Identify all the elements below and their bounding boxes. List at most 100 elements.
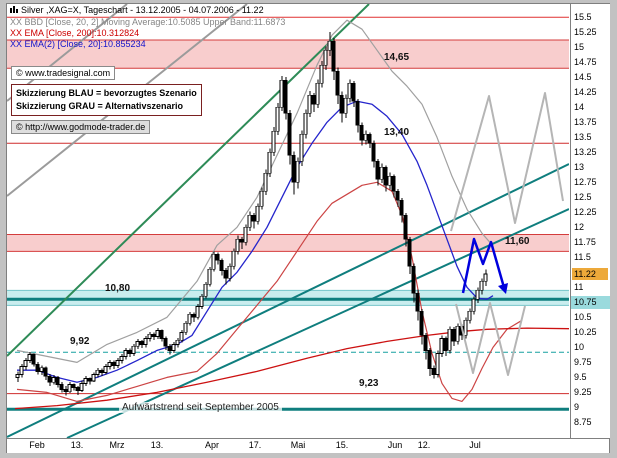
candle-body [103, 366, 108, 373]
candle-body [415, 292, 420, 312]
blue_scenario-arrowhead [498, 283, 508, 294]
candle-body [111, 362, 116, 366]
candle-body [311, 94, 316, 105]
candle-body [387, 175, 392, 186]
candle-body [179, 332, 184, 341]
candle-body [63, 389, 68, 393]
candle-body [371, 142, 376, 162]
ema200-line [14, 327, 569, 410]
candle-body [307, 94, 312, 114]
candle-body [59, 384, 64, 390]
indicator-ema200-row[interactable]: XX EMA [Close, 200]:10.312824 [10, 28, 140, 38]
candle-body [227, 265, 232, 279]
candle-body [447, 328, 452, 351]
chart-plot-area[interactable]: Silver ,XAG=X, Tageschart - 13.12.2005 -… [7, 4, 569, 438]
y-axis[interactable]: 15.5 15.25 15 14.75 14.5 14.25 14 13.75 13.5 13.2… [570, 4, 610, 438]
candle-body [95, 369, 100, 375]
candle-body [183, 322, 188, 333]
x-axis-label: 13. [70, 440, 84, 450]
candle-body [55, 377, 60, 385]
chart-legend: Silver ,XAG=X, Tageschart - 13.12.2005 -… [10, 5, 285, 50]
candle-body [31, 354, 36, 365]
bollinger_lower-line [16, 181, 523, 402]
current-price-badge: 11.22 [572, 268, 608, 280]
y-axis-label: 10.75 [574, 297, 597, 307]
candle-body [423, 335, 428, 351]
y-axis-label: 13.25 [574, 147, 597, 157]
candle-body [187, 313, 192, 324]
trendline-label: Aufwärtstrend seit September 2005 [119, 402, 282, 413]
candlestick-series [15, 32, 488, 396]
y-axis-label: 10.5 [574, 312, 592, 322]
candle-body [339, 94, 344, 114]
candle-body [335, 70, 340, 96]
candle-body [243, 226, 248, 243]
price-level-label: 13,40 [384, 127, 410, 138]
scenario-annotation-box: Skizzierung BLAU = bevorzugtes Szenario … [11, 84, 202, 116]
candle-body [35, 363, 40, 372]
candle-body [123, 350, 128, 357]
godmode-watermark: © http://www.godmode-trader.de [11, 120, 151, 134]
candle-body [379, 166, 384, 180]
candle-body [319, 64, 324, 84]
candle-body [75, 387, 80, 391]
candle-body [27, 354, 32, 361]
candle-body [83, 378, 88, 384]
candle-body [383, 166, 388, 186]
candle-body [167, 345, 172, 351]
chart-title-row: Silver ,XAG=X, Tageschart - 13.12.2005 -… [10, 5, 285, 17]
trendline [7, 163, 569, 438]
candle-body [467, 310, 472, 321]
candle-body [119, 356, 124, 361]
candle-body [163, 338, 168, 347]
candle-body [203, 283, 208, 297]
candle-body [315, 82, 320, 105]
candle-body [287, 112, 292, 156]
candle-body [239, 238, 244, 243]
y-axis-label: 14.5 [574, 72, 592, 82]
price-level-label: 14,65 [384, 52, 410, 63]
tradesignal-watermark: © www.tradesignal.com [11, 66, 116, 80]
candle-body [47, 375, 52, 383]
candle-body [463, 319, 468, 336]
candle-body [215, 253, 220, 261]
candle-body [351, 82, 356, 102]
candle-body [451, 328, 456, 342]
candle-body [275, 106, 280, 132]
candle-body [291, 154, 296, 183]
candle-body [455, 325, 460, 342]
candle-body [299, 133, 304, 162]
candle-body [443, 338, 448, 351]
y-axis-label: 14.25 [574, 87, 597, 97]
candle-body [211, 253, 216, 270]
y-axis-label: 14.75 [574, 57, 597, 67]
candle-body [79, 383, 84, 391]
x-axis-label: Jun [387, 440, 403, 450]
candle-body [327, 40, 332, 51]
candle-body [235, 238, 240, 252]
candle-body [199, 295, 204, 307]
candle-body [39, 367, 44, 372]
indicator-bbd-row[interactable]: XX BBD [Close, 20, 2] Moving Average:10.… [10, 17, 286, 27]
chart-icon [10, 5, 19, 17]
trendline [7, 4, 370, 357]
candle-body [391, 175, 396, 192]
price-level-label: 9,23 [359, 378, 379, 389]
y-axis-label: 13 [574, 162, 585, 172]
candle-body [407, 238, 412, 267]
candle-body [359, 124, 364, 141]
y-axis-label: 11 [574, 282, 584, 292]
scenario-blue-text: Skizzierung BLAU = bevorzugtes Szenario [16, 88, 197, 98]
y-axis-label: 9 [574, 402, 580, 412]
candle-body [223, 270, 228, 279]
x-axis[interactable]: Feb 13. Mrz 13. Apr 17. Mai 15. Jun 12. Jul [7, 438, 609, 453]
plot-svg[interactable] [7, 4, 569, 438]
candle-body [435, 353, 440, 375]
candle-body [43, 367, 48, 377]
candle-body [419, 310, 424, 336]
x-axis-label: Mai [290, 440, 306, 450]
candle-body [263, 172, 268, 192]
candle-body [483, 273, 488, 282]
indicator-ema20-row[interactable]: XX EMA(2) [Close, 20]:10.855234 [10, 39, 146, 49]
y-axis-label: 13.5 [574, 132, 592, 142]
